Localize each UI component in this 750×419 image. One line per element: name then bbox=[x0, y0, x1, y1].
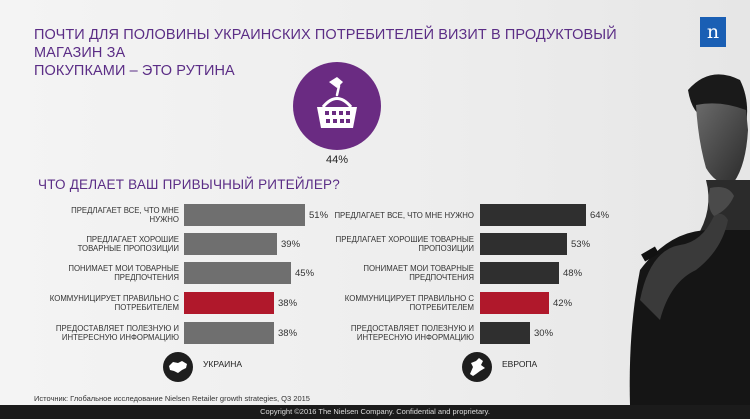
category-label-ukraine-2: ПРЕДЛАГАЕТ ХОРОШИЕ ТОВАРНЫЕ ПРОПОЗИЦИИ bbox=[29, 235, 179, 253]
bar-ukraine-3 bbox=[184, 262, 291, 284]
bar-ukraine-1 bbox=[184, 204, 305, 226]
bar-europe-1 bbox=[480, 204, 586, 226]
category-label-europe-4: КОММУНИЦИРУЕТ ПРАВИЛЬНО С ПОТРЕБИТЕЛЕМ bbox=[324, 294, 474, 312]
category-label-line: ПРЕДОСТАВЛЯЕТ ПОЛЕЗНУЮ И bbox=[55, 324, 179, 333]
category-label-europe-3: ПОНИМАЕТ МОИ ТОВАРНЫЕ ПРЕДПОЧТЕНИЯ bbox=[324, 264, 474, 282]
category-label-ukraine-1: ПРЕДЛАГАЕТ ВСЕ, ЧТО МНЕ НУЖНО bbox=[29, 206, 179, 224]
category-label-line: ПОНИМАЕТ МОИ ТОВАРНЫЕ bbox=[68, 264, 179, 273]
category-label-line: ИНТЕРЕСНУЮ ИНФОРМАЦИЮ bbox=[61, 333, 179, 342]
thinking-man-photo bbox=[610, 70, 750, 405]
category-label-ukraine-5: ПРЕДОСТАВЛЯЕТ ПОЛЕЗНУЮ И ИНТЕРЕСНУЮ ИНФОР… bbox=[29, 324, 179, 342]
category-label-line: ПРЕДПОЧТЕНИЯ bbox=[114, 273, 179, 282]
europe-map-icon bbox=[462, 352, 492, 382]
category-label-line: КОММУНИЦИРУЕТ ПРАВИЛЬНО С bbox=[344, 294, 474, 303]
value-label-ukraine-4: 38% bbox=[278, 298, 298, 309]
category-label-line: ПОТРЕБИТЕЛЕМ bbox=[409, 303, 474, 312]
category-label-line: ПРЕДОСТАВЛЯЕТ ПОЛЕЗНУЮ И bbox=[350, 324, 474, 333]
category-label-line: ПОТРЕБИТЕЛЕМ bbox=[114, 303, 179, 312]
region-label-europe: ЕВРОПА bbox=[502, 359, 538, 369]
copyright-bar: Copyright ©2016 The Nielsen Company. Con… bbox=[0, 405, 750, 419]
category-label-line: ТОВАРНЫЕ ПРОПОЗИЦИИ bbox=[77, 244, 179, 253]
category-label-line: ПРЕДЛАГАЕТ ХОРОШИЕ ТОВАРНЫЕ bbox=[335, 235, 474, 244]
category-label-line: ПРЕДЛАГАЕТ ХОРОШИЕ bbox=[86, 235, 179, 244]
region-label-ukraine: УКРАИНА bbox=[203, 359, 243, 369]
bar-europe-5 bbox=[480, 322, 530, 344]
source-note: Источник: Глобальное исследование Nielse… bbox=[34, 394, 310, 403]
title-line-2: ПОКУПКАМИ – ЭТО РУТИНА bbox=[34, 63, 235, 79]
bar-ukraine-4 bbox=[184, 292, 274, 314]
basket-icon bbox=[293, 62, 381, 150]
value-label-europe-2: 53% bbox=[571, 239, 591, 250]
bar-europe-3 bbox=[480, 262, 559, 284]
value-label-ukraine-3: 45% bbox=[295, 268, 315, 279]
category-label-ukraine-4: КОММУНИЦИРУЕТ ПРАВИЛЬНО С ПОТРЕБИТЕЛЕМ bbox=[29, 294, 179, 312]
bar-europe-4 bbox=[480, 292, 549, 314]
title-line-1: ПОЧТИ ДЛЯ ПОЛОВИНЫ УКРАИНСКИХ ПОТРЕБИТЕЛ… bbox=[34, 27, 617, 61]
category-label-europe-2: ПРЕДЛАГАЕТ ХОРОШИЕ ТОВАРНЫЕ ПРОПОЗИЦИИ bbox=[324, 235, 474, 253]
bar-ukraine-5 bbox=[184, 322, 274, 344]
value-label-europe-4: 42% bbox=[553, 298, 573, 309]
value-label-ukraine-2: 39% bbox=[281, 239, 301, 250]
category-label-europe-1: ПРЕДЛАГАЕТ ВСЕ, ЧТО МНЕ НУЖНО bbox=[324, 211, 474, 220]
ukraine-map-icon bbox=[163, 352, 193, 382]
category-label-line: ПРЕДПОЧТЕНИЯ bbox=[409, 273, 474, 282]
category-label-europe-5: ПРЕДОСТАВЛЯЕТ ПОЛЕЗНУЮ И ИНТЕРЕСНУЮ ИНФОР… bbox=[324, 324, 474, 342]
section-question: ЧТО ДЕЛАЕТ ВАШ ПРИВЫЧНЫЙ РИТЕЙЛЕР? bbox=[38, 177, 340, 192]
nielsen-logo: n bbox=[700, 17, 726, 47]
category-label-line: ПРЕДЛАГАЕТ ВСЕ, ЧТО МНЕ bbox=[71, 206, 179, 215]
bar-europe-2 bbox=[480, 233, 567, 255]
category-label-line: ПОНИМАЕТ МОИ ТОВАРНЫЕ bbox=[363, 264, 474, 273]
bar-ukraine-2 bbox=[184, 233, 277, 255]
category-label-line: ПРОПОЗИЦИИ bbox=[418, 244, 474, 253]
value-label-europe-5: 30% bbox=[534, 328, 554, 339]
value-label-ukraine-5: 38% bbox=[278, 328, 298, 339]
value-label-europe-3: 48% bbox=[563, 268, 583, 279]
category-label-line: КОММУНИЦИРУЕТ ПРАВИЛЬНО С bbox=[49, 294, 179, 303]
basket-percent: 44% bbox=[325, 154, 349, 166]
category-label-ukraine-3: ПОНИМАЕТ МОИ ТОВАРНЫЕ ПРЕДПОЧТЕНИЯ bbox=[29, 264, 179, 282]
value-label-europe-1: 64% bbox=[590, 210, 610, 221]
category-label-line: ИНТЕРЕСНУЮ ИНФОРМАЦИЮ bbox=[356, 333, 474, 342]
value-label-ukraine-1: 51% bbox=[309, 210, 329, 221]
category-label-line: ПРЕДЛАГАЕТ ВСЕ, ЧТО МНЕ НУЖНО bbox=[334, 210, 474, 220]
page-title: ПОЧТИ ДЛЯ ПОЛОВИНЫ УКРАИНСКИХ ПОТРЕБИТЕЛ… bbox=[34, 26, 674, 80]
category-label-line: НУЖНО bbox=[149, 215, 179, 224]
